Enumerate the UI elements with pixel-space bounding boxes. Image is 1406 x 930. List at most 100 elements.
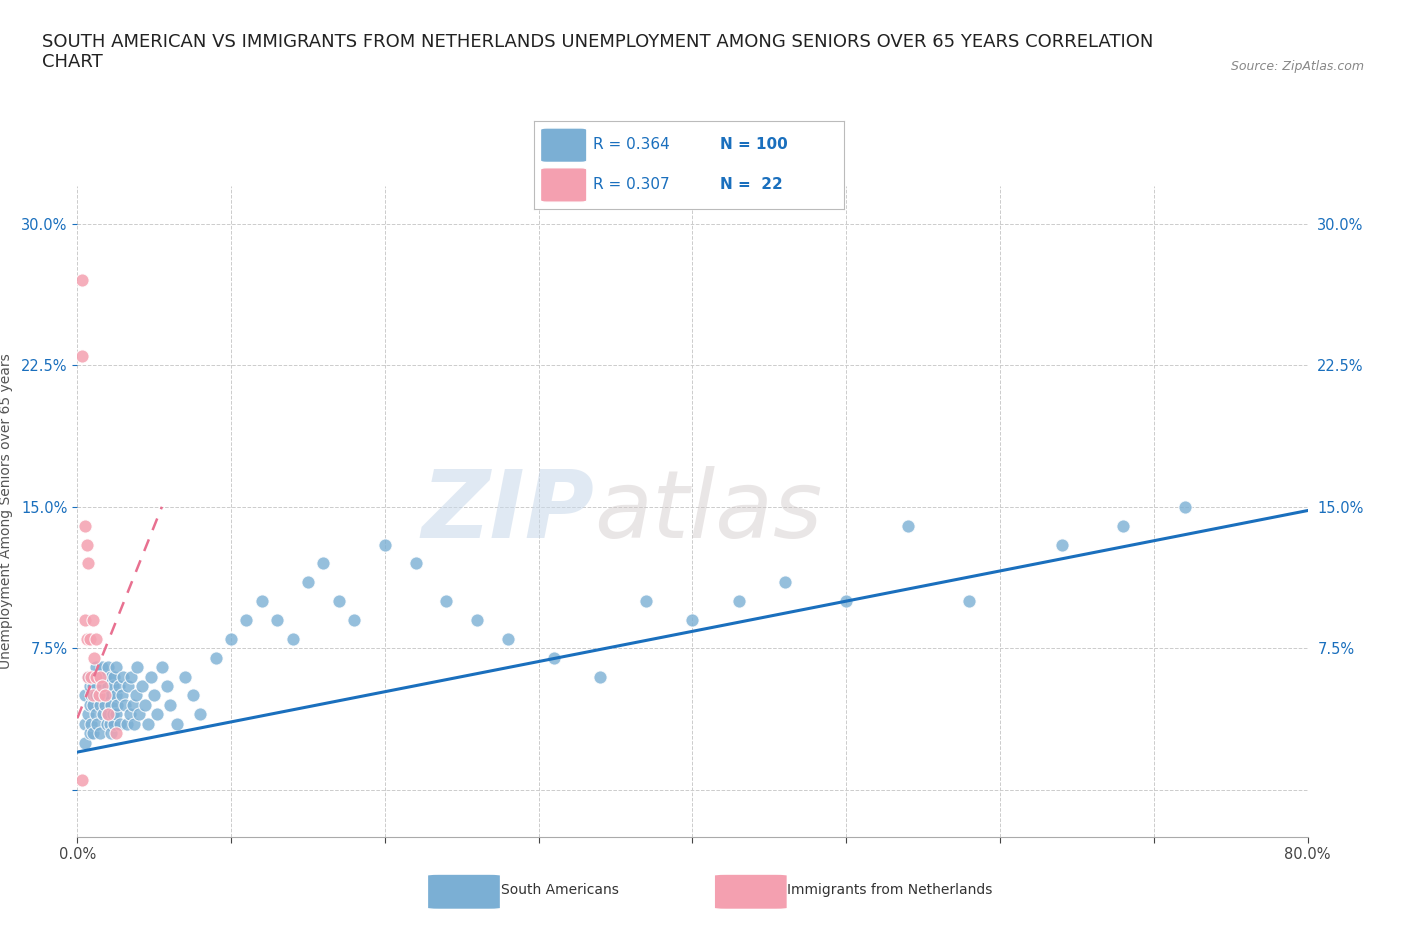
Point (89, 698, 111, 712)
Text: South Americans: South Americans (501, 884, 619, 897)
Text: N =  22: N = 22 (720, 177, 783, 192)
Point (100, 698, 122, 712)
Point (77, 670, 100, 684)
Point (1112, 518, 1135, 533)
FancyBboxPatch shape (714, 874, 787, 910)
Point (93, 679, 115, 694)
Point (104, 659, 127, 674)
Point (496, 631, 519, 646)
Point (374, 538, 396, 552)
Point (281, 631, 304, 646)
Point (120, 670, 142, 684)
Point (312, 556, 335, 571)
Point (103, 716, 125, 731)
FancyBboxPatch shape (427, 874, 501, 910)
Point (79, 725, 101, 740)
Point (204, 650, 226, 665)
Point (93, 707, 115, 722)
Point (103, 670, 125, 684)
Point (436, 593, 458, 608)
Point (98, 716, 121, 731)
Point (897, 518, 920, 533)
Point (80, 670, 103, 684)
Point (96, 716, 118, 731)
Point (328, 593, 350, 608)
Point (1050, 538, 1073, 552)
Point (79, 679, 101, 694)
FancyBboxPatch shape (540, 128, 586, 163)
Point (122, 716, 145, 731)
Text: atlas: atlas (595, 466, 823, 557)
Point (297, 575, 319, 590)
Point (957, 593, 980, 608)
Point (77, 707, 100, 722)
Point (70, 773, 93, 788)
Point (82, 613, 104, 628)
Point (117, 679, 139, 694)
Point (131, 679, 153, 694)
Point (76, 538, 98, 552)
Point (166, 716, 188, 731)
Point (141, 670, 163, 684)
Text: Source: ZipAtlas.com: Source: ZipAtlas.com (1230, 60, 1364, 73)
Point (146, 707, 169, 722)
Point (86, 679, 108, 694)
Point (73, 716, 96, 731)
Point (73, 518, 96, 533)
Point (77, 556, 100, 571)
Point (73, 736, 96, 751)
Point (188, 707, 212, 722)
Point (127, 659, 149, 674)
Point (84, 659, 107, 674)
Point (343, 613, 366, 628)
Point (115, 716, 138, 731)
Point (90, 688, 114, 703)
Point (773, 575, 796, 590)
Point (136, 716, 159, 731)
Point (79, 631, 101, 646)
Point (97, 659, 120, 674)
Point (89, 670, 111, 684)
Point (94, 688, 117, 703)
Point (82, 670, 104, 684)
Point (543, 650, 565, 665)
Point (235, 613, 257, 628)
Point (73, 613, 96, 628)
Point (181, 688, 204, 703)
Point (101, 707, 124, 722)
Y-axis label: Unemployment Among Seniors over 65 years: Unemployment Among Seniors over 65 years (0, 353, 13, 670)
Point (82, 698, 104, 712)
Text: R = 0.307: R = 0.307 (593, 177, 669, 192)
Point (104, 707, 127, 722)
Point (155, 679, 177, 694)
Point (101, 679, 124, 694)
Point (79, 698, 101, 712)
Point (84, 631, 107, 646)
Point (82, 725, 104, 740)
Point (589, 670, 612, 684)
Point (70, 272, 93, 287)
Point (90, 659, 114, 674)
Point (97, 707, 120, 722)
Point (128, 707, 150, 722)
Point (250, 593, 273, 608)
Point (104, 688, 127, 703)
Point (1174, 499, 1197, 514)
Point (84, 670, 107, 684)
Point (682, 613, 704, 628)
Point (835, 593, 858, 608)
Point (84, 688, 107, 703)
Point (112, 670, 135, 684)
Point (76, 631, 98, 646)
FancyBboxPatch shape (540, 167, 586, 202)
Point (90, 679, 114, 694)
Text: N = 100: N = 100 (720, 138, 787, 153)
Point (100, 725, 122, 740)
Text: ZIP: ZIP (422, 466, 595, 557)
Point (83, 650, 105, 665)
Text: SOUTH AMERICAN VS IMMIGRANTS FROM NETHERLANDS UNEMPLOYMENT AMONG SENIORS OVER 65: SOUTH AMERICAN VS IMMIGRANTS FROM NETHER… (42, 33, 1153, 72)
Point (110, 716, 132, 731)
Point (121, 698, 143, 712)
Point (118, 707, 141, 722)
Point (96, 688, 118, 703)
